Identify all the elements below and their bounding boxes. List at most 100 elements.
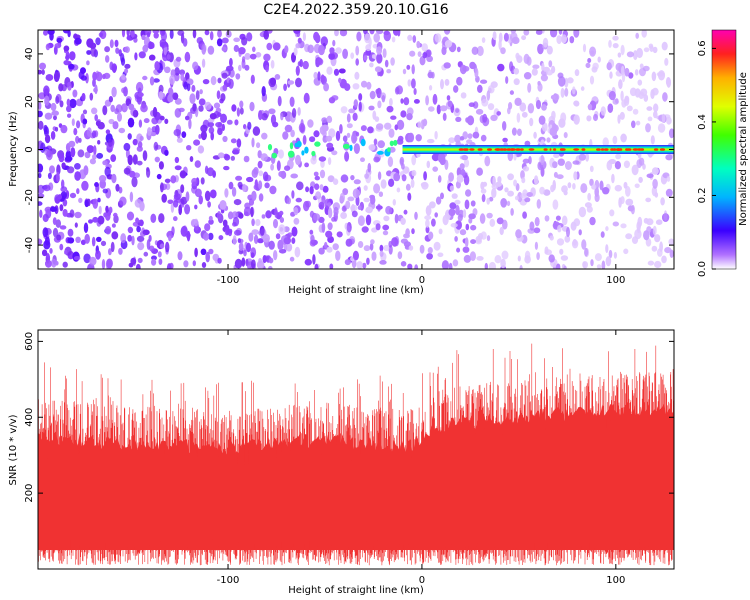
spectrogram-cell (389, 98, 393, 107)
spectrogram-cell (93, 145, 97, 156)
spectrogram-cell (84, 151, 91, 159)
spectrogram-cell (378, 191, 383, 197)
spectrogram-cell (350, 175, 355, 181)
spectrogram-cell (235, 73, 241, 80)
spectrogram-cell (550, 95, 556, 100)
spectrogram-y-tick-label: 20 (24, 95, 35, 108)
spectrogram-cell (329, 47, 335, 54)
spectrogram-cell (397, 135, 404, 142)
spectrogram-cell (69, 51, 76, 61)
spectrogram-cell (456, 167, 462, 177)
spectrogram-cell (43, 30, 48, 36)
spectrogram-cell (309, 186, 314, 195)
snr-y-tick-label: 400 (24, 408, 35, 427)
spectrogram-cell (321, 222, 326, 233)
spectrogram-marks (38, 30, 674, 269)
spectrogram-cell (388, 178, 395, 187)
spectrogram-cell (225, 224, 230, 235)
spectrogram-cell (55, 96, 60, 104)
spectrogram-cell (156, 173, 162, 180)
spectrogram-cell (67, 82, 72, 91)
spectrogram-cell (648, 43, 654, 49)
spectrogram-cell (541, 122, 548, 132)
spectrogram-cell (587, 103, 593, 111)
spectrogram-cell (74, 163, 81, 170)
spectrogram-cell (151, 258, 157, 266)
spectrogram-cell (634, 69, 639, 76)
spectrogram-cell (71, 118, 75, 126)
spectrogram-cell (353, 143, 360, 155)
spectrogram-cell (341, 205, 347, 212)
spectrogram-cell (287, 232, 293, 237)
spectrogram-cell (78, 137, 82, 143)
band-hotspot (528, 148, 535, 151)
spectrogram-cell (97, 140, 101, 145)
spectrogram-cell (97, 215, 105, 225)
spectrogram-cell (160, 182, 164, 193)
spectrogram-cell (327, 222, 333, 231)
spectrogram-cell (492, 176, 496, 187)
snr-marks (38, 343, 674, 566)
spectrogram-cell (608, 159, 616, 165)
spectrogram-cell (65, 54, 70, 61)
spectrogram-cell (639, 63, 644, 69)
spectrogram-cell (609, 71, 613, 79)
spectrogram-cell (258, 110, 263, 121)
spectrogram-cell (105, 129, 111, 135)
spectrogram-cell (361, 226, 369, 233)
spectrogram-cell (192, 30, 197, 39)
spectrogram-cell (273, 218, 278, 229)
spectrogram-cell (80, 75, 87, 81)
spectrogram-cell (646, 173, 654, 179)
spectrogram-cell (142, 150, 148, 162)
spectrogram-cell (440, 105, 448, 112)
spectrogram-cell (373, 33, 381, 43)
spectrogram-cell (111, 223, 116, 228)
spectrogram-cell (369, 30, 375, 35)
band-hotspot (600, 148, 605, 151)
spectrogram-cell (147, 127, 152, 136)
spectrogram-cell (365, 214, 372, 226)
spectrogram-cell (437, 152, 446, 164)
spectrogram-cell (529, 117, 534, 127)
spectrogram-cell (226, 119, 233, 125)
spectrogram-cell (274, 74, 281, 80)
spectrogram-cell (159, 115, 165, 121)
spectrogram-cell (452, 259, 459, 267)
band-precursor (377, 150, 384, 155)
spectrogram-cell (476, 167, 483, 176)
spectrogram-cell (38, 163, 44, 173)
spectrogram-cell (226, 65, 234, 72)
spectrogram-cell (185, 232, 191, 238)
spectrogram-cell (423, 171, 427, 181)
spectrogram-cell (653, 110, 658, 119)
spectrogram-cell (612, 135, 618, 145)
spectrogram-cell (289, 256, 295, 262)
spectrogram-cell (90, 46, 97, 57)
spectrogram-cell (62, 261, 68, 268)
spectrogram-cell (266, 42, 273, 51)
spectrogram-cell (516, 112, 521, 123)
spectrogram-cell (438, 228, 443, 235)
spectrogram-cell (355, 45, 360, 56)
snr-x-tick-label: 100 (606, 575, 625, 586)
spectrogram-cell (486, 235, 491, 242)
spectrogram-cell (573, 30, 580, 38)
spectrogram-cell (539, 186, 545, 195)
spectrogram-cell (346, 132, 351, 138)
spectrogram-cell (500, 198, 508, 208)
spectrogram-cell (169, 30, 174, 40)
spectrogram-cell (496, 111, 502, 116)
spectrogram-cell (467, 133, 473, 140)
spectrogram-cell (296, 181, 304, 191)
spectrogram-cell (320, 74, 325, 84)
spectrogram-cell (552, 180, 556, 191)
spectrogram-cell (498, 32, 503, 43)
spectrogram-cell (189, 93, 196, 104)
spectrogram-cell (571, 239, 579, 249)
spectrogram-cell (108, 206, 113, 214)
spectrogram-cell (585, 152, 590, 162)
spectrogram-cell (470, 200, 476, 207)
spectrogram-cell (192, 61, 199, 71)
spectrogram-cell (173, 193, 181, 201)
